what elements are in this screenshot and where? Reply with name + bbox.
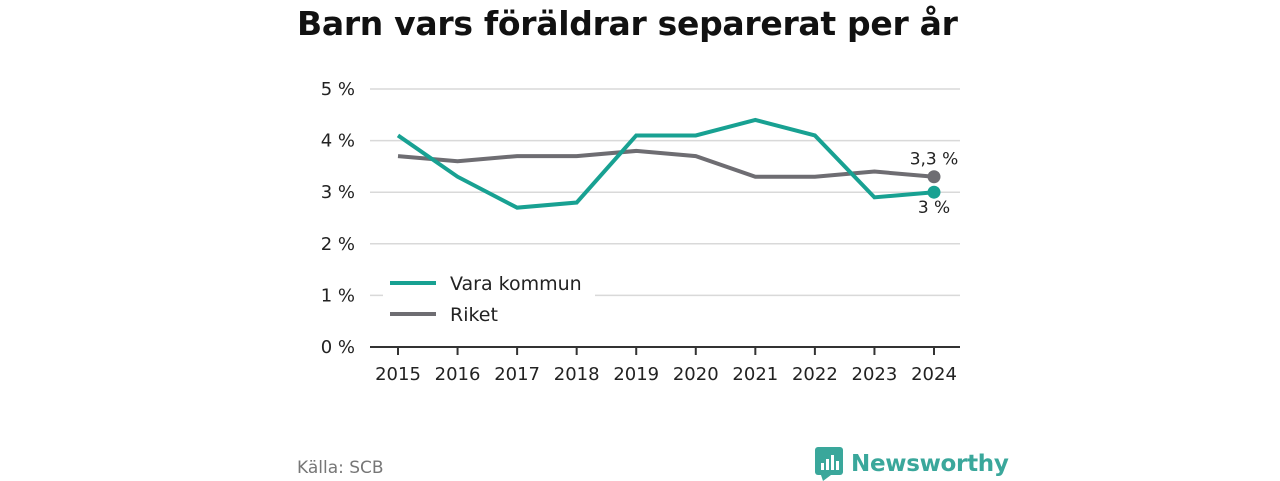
x-tick-label: 2024	[911, 364, 957, 385]
y-tick-label: 0 %	[321, 337, 355, 358]
series-end-point	[927, 185, 941, 199]
x-tick-label: 2020	[673, 364, 719, 385]
end-labels: 3 % 3,3 %	[910, 150, 959, 218]
brand-name: Newsworthy	[851, 451, 1009, 477]
legend-label: Vara kommun	[450, 273, 582, 295]
legend-label: Riket	[450, 304, 498, 326]
chart-title: Barn vars föräldrar separerat per år	[297, 4, 958, 43]
x-tick-label: 2021	[732, 364, 778, 385]
x-tick-label: 2016	[435, 364, 481, 385]
y-tick-label: 2 %	[321, 234, 355, 255]
source-note: Källa: SCB	[297, 458, 384, 478]
end-value-label: 3,3 %	[910, 150, 959, 170]
y-tick-label: 1 %	[321, 285, 355, 306]
legend-background	[383, 266, 595, 328]
x-tick-label: 2019	[613, 364, 659, 385]
line-chart: 0 %1 %2 %3 %4 %5 % 2015 2016 2017 2018 2019 2…	[321, 79, 960, 385]
legend: Vara kommun Riket	[383, 266, 595, 328]
y-tick-label: 3 %	[321, 182, 355, 203]
series-end-point	[927, 170, 941, 184]
x-tick-label: 2015	[375, 364, 421, 385]
y-tick-label: 4 %	[321, 131, 355, 152]
series-line	[396, 117, 935, 210]
newsworthy-chart-logo-icon	[815, 447, 843, 481]
x-tick-label: 2023	[852, 364, 898, 385]
x-axis-ticks: 2015 2016 2017 2018 2019 2020 2021 2022 2023 2024	[375, 347, 957, 385]
x-tick-label: 2018	[554, 364, 600, 385]
series-line	[397, 148, 935, 179]
x-tick-label: 2022	[792, 364, 838, 385]
end-value-label: 3 %	[918, 198, 950, 218]
y-axis-ticks: 0 % 1 % 2 % 3 % 4 % 5 %	[321, 79, 355, 358]
y-tick-label: 5 %	[321, 79, 355, 100]
series-lines	[396, 117, 941, 210]
brand-logo: Newsworthy	[815, 447, 1009, 481]
x-tick-label: 2017	[494, 364, 540, 385]
